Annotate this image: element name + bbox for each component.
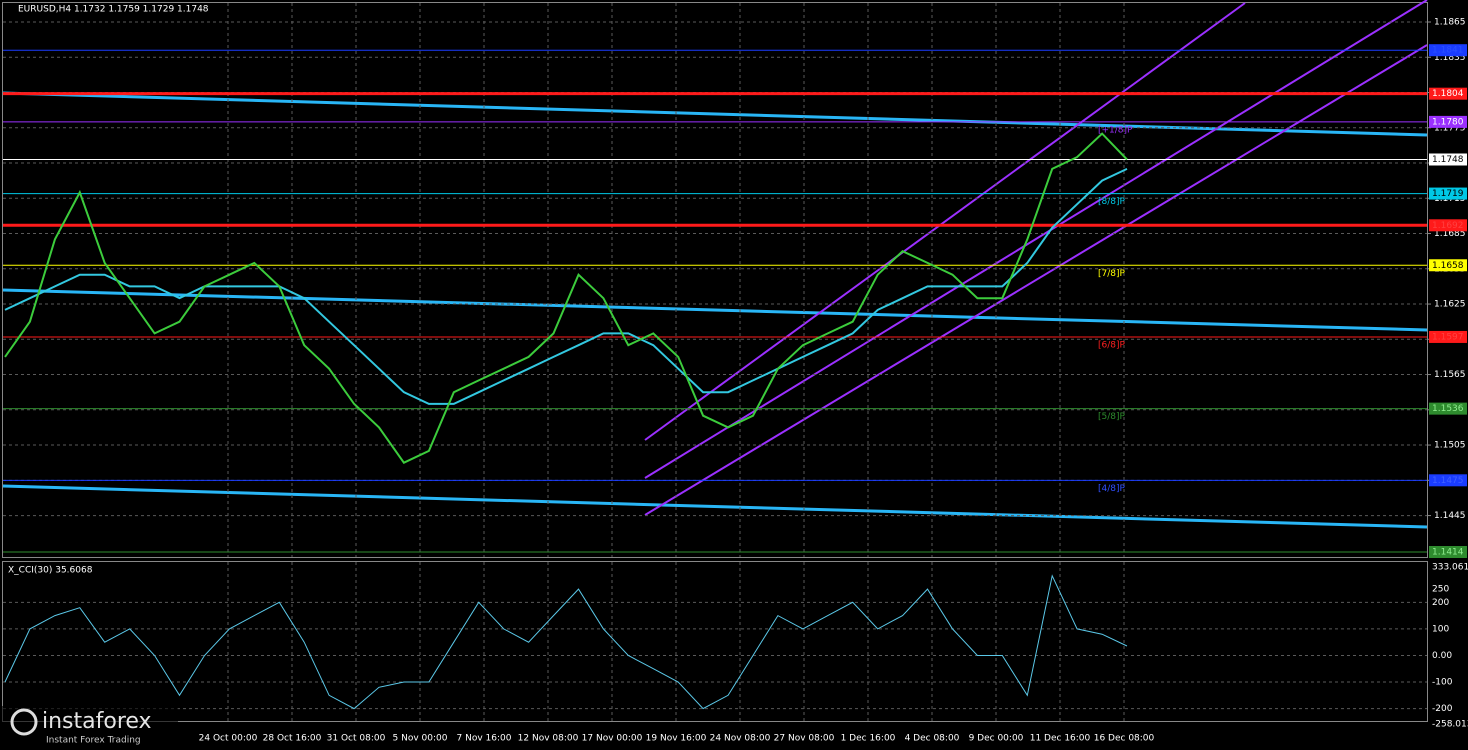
y-tick-label: -200 bbox=[1432, 704, 1453, 714]
y-tick-label: 200 bbox=[1432, 598, 1449, 608]
murray-label: [7/8]P bbox=[1098, 269, 1126, 279]
murray-label: [6/8]P bbox=[1098, 340, 1126, 350]
level-box bbox=[1429, 219, 1467, 232]
trend-line bbox=[2, 288, 1428, 332]
level-box bbox=[1429, 402, 1467, 415]
x-tick-label: 19 Nov 16:00 bbox=[646, 734, 707, 744]
price-line bbox=[4, 132, 1128, 464]
level-box bbox=[1429, 115, 1467, 128]
x-tick-label: 11 Dec 16:00 bbox=[1030, 734, 1091, 744]
level-label: 1.1748 bbox=[1432, 155, 1464, 165]
level-box bbox=[1429, 87, 1467, 100]
x-tick-label: 31 Oct 08:00 bbox=[327, 734, 386, 744]
x-tick-label: 16 Dec 08:00 bbox=[1094, 734, 1155, 744]
x-tick-label: 9 Dec 00:00 bbox=[969, 734, 1024, 744]
symbol-header: EURUSD,H4 1.1732 1.1759 1.1729 1.1748 bbox=[18, 5, 209, 15]
murray-label: [8/8]P bbox=[1098, 197, 1126, 207]
x-tick-label: 28 Oct 16:00 bbox=[263, 734, 322, 744]
x-tick-label: 7 Nov 16:00 bbox=[457, 734, 512, 744]
trend-line bbox=[2, 91, 1428, 137]
y-tick-label: 1.1865 bbox=[1434, 18, 1466, 28]
level-label: 1.1804 bbox=[1432, 89, 1464, 99]
x-tick-label: 17 Nov 00:00 bbox=[582, 734, 643, 744]
y-tick-label: 0.00 bbox=[1432, 651, 1452, 661]
level-label: 1.1692 bbox=[1432, 221, 1464, 231]
y-tick-label: 1.1505 bbox=[1434, 441, 1466, 451]
level-box bbox=[1429, 153, 1467, 166]
moving-average bbox=[4, 167, 1128, 405]
level-label: 1.1841 bbox=[1432, 46, 1464, 56]
regression-channel bbox=[644, 0, 1428, 479]
x-tick-label: 1 Dec 16:00 bbox=[841, 734, 896, 744]
murray-label: [4/8]P bbox=[1098, 484, 1126, 494]
regression-channel bbox=[644, 2, 1246, 441]
cci-frame bbox=[2, 561, 1428, 722]
price-frame bbox=[2, 2, 1428, 558]
level-box bbox=[1429, 44, 1467, 57]
y-tick-label: -258.013 bbox=[1432, 720, 1468, 730]
logo-name: instaforex bbox=[42, 709, 152, 734]
x-tick-label: 12 Nov 08:00 bbox=[518, 734, 579, 744]
level-label: 1.1475 bbox=[1432, 476, 1464, 486]
regression-channel bbox=[644, 44, 1428, 516]
level-box bbox=[1429, 187, 1467, 200]
y-tick-label: 1.1565 bbox=[1434, 370, 1466, 380]
level-box bbox=[1429, 259, 1467, 272]
x-tick-label: 24 Oct 00:00 bbox=[199, 734, 258, 744]
level-label: 1.1719 bbox=[1432, 189, 1464, 199]
level-label: 1.1780 bbox=[1432, 117, 1464, 127]
x-tick-label: 24 Nov 08:00 bbox=[710, 734, 771, 744]
level-label: 1.1658 bbox=[1432, 261, 1464, 271]
logo-icon bbox=[10, 708, 38, 736]
x-tick-label: 4 Dec 08:00 bbox=[905, 734, 960, 744]
y-tick-label: 1.1625 bbox=[1434, 300, 1466, 310]
level-label: 1.1414 bbox=[1432, 548, 1464, 558]
y-tick-label: 1.1835 bbox=[1434, 53, 1466, 63]
murray-label: [5/8]P bbox=[1098, 412, 1126, 422]
x-tick-label: 5 Nov 00:00 bbox=[393, 734, 448, 744]
y-tick-label: 250 bbox=[1432, 585, 1449, 595]
y-tick-label: 1.1685 bbox=[1434, 229, 1466, 239]
y-tick-label: 1.1445 bbox=[1434, 511, 1466, 521]
x-tick-label: 27 Nov 08:00 bbox=[774, 734, 835, 744]
level-box bbox=[1429, 474, 1467, 487]
level-box bbox=[1429, 330, 1467, 343]
trend-line bbox=[2, 484, 1428, 529]
y-tick-label: -100 bbox=[1432, 678, 1453, 688]
cci-header: X_CCI(30) 35.6068 bbox=[8, 566, 93, 576]
level-box bbox=[1429, 546, 1467, 558]
y-tick-label: 100 bbox=[1432, 624, 1449, 634]
y-tick-label: 1.1775 bbox=[1434, 123, 1466, 133]
y-tick-label: 333.061 bbox=[1432, 563, 1468, 573]
murray-label: [+1/8]P bbox=[1098, 125, 1133, 135]
cci-line bbox=[4, 574, 1128, 710]
level-label: 1.1597 bbox=[1432, 332, 1464, 342]
level-label: 1.1536 bbox=[1432, 404, 1464, 414]
logo-tagline: Instant Forex Trading bbox=[46, 736, 141, 746]
